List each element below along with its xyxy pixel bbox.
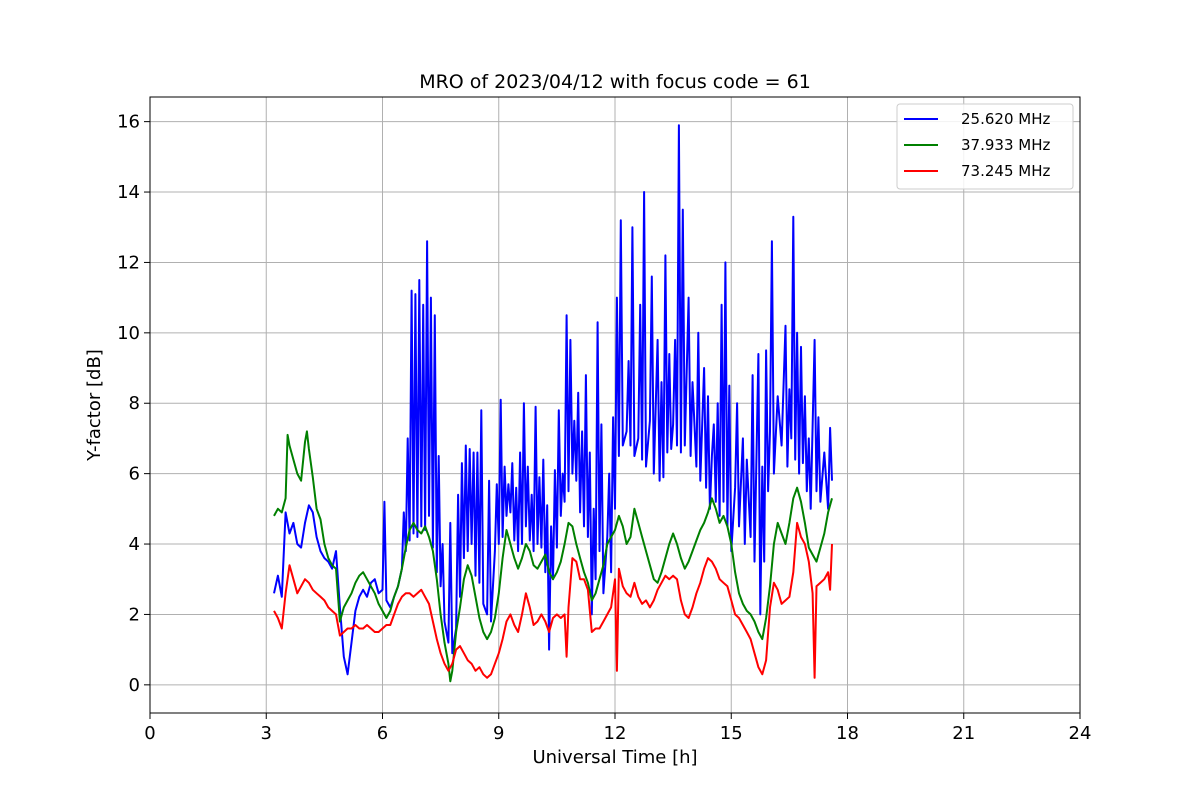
legend: 25.620 MHz 37.933 MHz 73.245 MHz (896, 103, 1074, 190)
series-layer (273, 124, 833, 683)
x-tick-label: 24 (1069, 723, 1092, 744)
x-tick-label: 15 (720, 723, 743, 744)
series-line-0 (273, 124, 833, 676)
series-line-2 (273, 521, 833, 679)
legend-box (896, 103, 1074, 190)
x-tick-label: 18 (836, 723, 859, 744)
y-tick-label: 6 (129, 464, 140, 485)
y-axis-label: Y-factor [dB] (84, 349, 105, 462)
y-tick-label: 0 (129, 675, 140, 696)
x-tick-label: 3 (261, 723, 272, 744)
series-line-1 (273, 430, 833, 683)
y-tick-label: 8 (129, 393, 140, 414)
x-tick-label: 21 (952, 723, 975, 744)
y-tick-label: 14 (117, 182, 140, 203)
chart-title: MRO of 2023/04/12 with focus code = 61 (419, 71, 811, 93)
y-tick-label: 12 (117, 252, 140, 273)
x-axis-label: Universal Time [h] (532, 747, 697, 768)
x-tick-label: 0 (144, 723, 155, 744)
y-tick-label: 2 (129, 604, 140, 625)
legend-label-0: 25.620 MHz (961, 110, 1050, 128)
legend-label-2: 73.245 MHz (961, 162, 1050, 180)
x-tick-label: 6 (377, 723, 388, 744)
x-tick-label: 9 (493, 723, 504, 744)
y-tick-label: 4 (129, 534, 140, 555)
x-tick-label: 12 (604, 723, 627, 744)
y-tick-label: 16 (117, 112, 140, 133)
y-tick-label: 10 (117, 323, 140, 344)
legend-label-1: 37.933 MHz (961, 136, 1050, 154)
